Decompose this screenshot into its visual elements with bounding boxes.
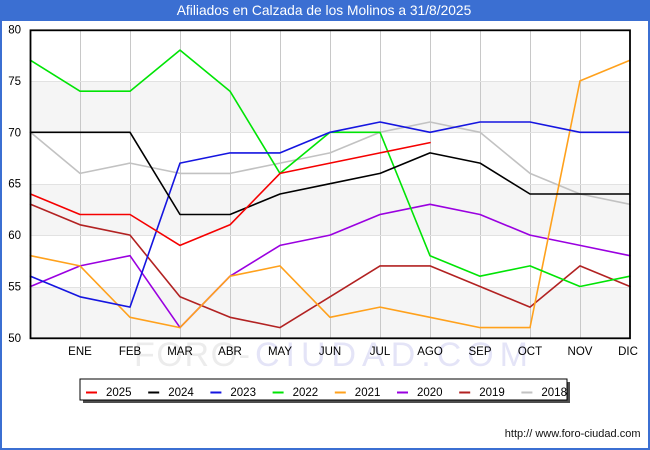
svg-text:Afiliados en Calzada de los Mo: Afiliados en Calzada de los Molinos a 31… [177,3,472,18]
svg-text:ABR: ABR [218,346,242,358]
svg-text:CIUDAD.COM: CIUDAD.COM [255,336,528,374]
svg-text:2018: 2018 [541,387,567,399]
svg-text:2023: 2023 [230,387,256,399]
svg-text:65: 65 [8,179,21,191]
svg-text:MAY: MAY [268,346,292,358]
svg-text:70: 70 [8,127,21,139]
svg-text:NOV: NOV [568,346,593,358]
svg-text:2019: 2019 [479,387,505,399]
svg-text:JUN: JUN [319,346,341,358]
svg-text:2020: 2020 [417,387,443,399]
svg-text:2022: 2022 [293,387,319,399]
svg-text:OCT: OCT [518,346,542,358]
svg-text:60: 60 [8,230,21,242]
svg-text:75: 75 [8,76,21,88]
svg-text:55: 55 [8,282,21,294]
svg-text:80: 80 [8,25,21,37]
svg-text:http:// www.foro-ciudad.com: http:// www.foro-ciudad.com [505,428,641,440]
svg-text:FORO-: FORO- [134,336,250,374]
svg-text:AGO: AGO [417,346,443,358]
svg-text:2024: 2024 [168,387,194,399]
svg-text:SEP: SEP [468,346,491,358]
svg-text:JUL: JUL [370,346,391,358]
svg-text:2021: 2021 [355,387,381,399]
svg-text:MAR: MAR [167,346,193,358]
svg-text:2025: 2025 [106,387,132,399]
svg-text:50: 50 [8,333,21,345]
svg-text:ENE: ENE [68,346,92,358]
svg-text:DIC: DIC [618,346,638,358]
svg-text:FEB: FEB [119,346,142,358]
